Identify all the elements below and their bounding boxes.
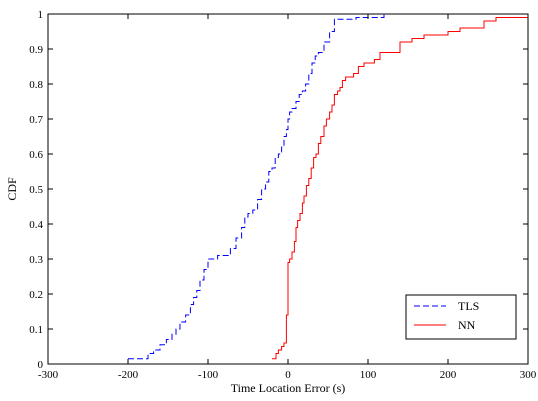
y-tick-label: 0.9 — [29, 44, 43, 56]
series-line-nn — [272, 15, 529, 360]
x-tick-label: 200 — [440, 369, 457, 381]
x-tick-label: -300 — [38, 369, 59, 381]
y-tick-label: 0.6 — [29, 149, 43, 161]
y-tick-label: 0.4 — [29, 219, 43, 231]
y-tick-label: 0.8 — [29, 79, 43, 91]
x-tick-label: 0 — [285, 369, 291, 381]
y-tick-label: 0.3 — [29, 254, 43, 266]
y-tick-label: 0.1 — [29, 324, 43, 336]
x-axis: -300 -200 -100 0 100 200 300 — [38, 14, 537, 381]
y-tick-label: 0.5 — [29, 184, 43, 196]
y-tick-label: 0.7 — [29, 114, 43, 126]
x-tick-label: -100 — [198, 369, 219, 381]
x-tick-label: -200 — [118, 369, 139, 381]
x-tick-label: 300 — [520, 369, 537, 381]
y-tick-label: 1 — [38, 9, 44, 21]
series-layer — [128, 14, 529, 360]
x-axis-label: Time Location Error (s) — [231, 381, 346, 395]
legend-tls-label: TLS — [458, 299, 479, 313]
y-axis: 0 0.1 0.2 0.3 0.4 0.5 0.6 0.7 0.8 0.9 1 — [29, 9, 528, 371]
y-axis-label: CDF — [5, 177, 19, 201]
y-tick-label: 0.2 — [29, 289, 43, 301]
legend-box — [405, 294, 517, 340]
legend-nn-label: NN — [458, 318, 476, 332]
y-tick-label: 0 — [38, 359, 44, 371]
x-tick-label: 100 — [360, 369, 377, 381]
legend: TLS NN — [405, 294, 517, 340]
